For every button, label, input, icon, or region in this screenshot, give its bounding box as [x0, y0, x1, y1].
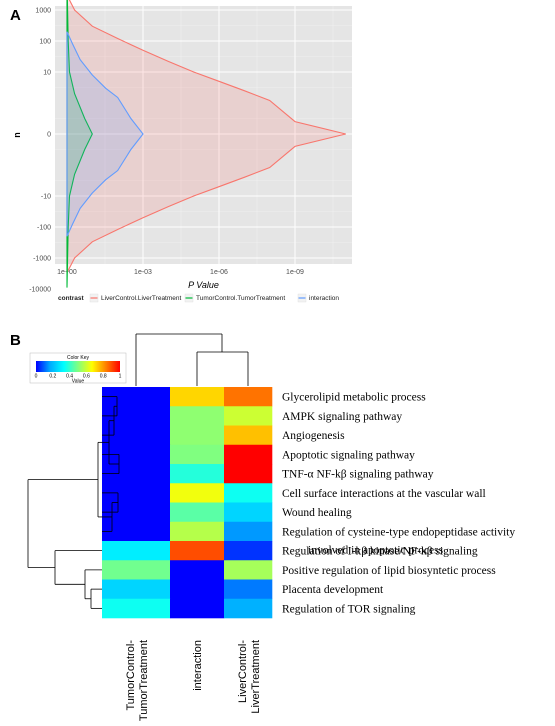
heatmap-cells — [102, 387, 273, 619]
row-label: Placenta development — [282, 584, 384, 596]
legend: contrast LiverControl.LiverTreatment Tumor… — [58, 293, 339, 303]
series-area-tumorcontrol-tumortreatment — [66, 0, 93, 288]
row-label-continued: involved in apoptotic process — [308, 544, 444, 556]
series-area-interaction — [66, 31, 144, 237]
row-label: Wound healing — [282, 507, 352, 519]
x-tick-label: 1e-03 — [134, 269, 152, 276]
heatmap-cell — [102, 560, 171, 580]
dendrograms — [27, 333, 249, 609]
heatmap-cell — [170, 521, 225, 542]
y-tick-label: 0 — [47, 132, 51, 139]
column-labels: TumorControl-TumorTreatment interaction Li… — [125, 640, 262, 721]
color-key-tick: 0.8 — [100, 374, 107, 380]
panel-a-letter: A — [10, 7, 21, 24]
row-label: Regulation of I-kβ kinase/NF-kβ signalin… — [282, 546, 478, 558]
row-labels: Glycerolipid metabolic process AMPK signa… — [282, 392, 515, 616]
color-key: Color Key 0 0.2 0.4 0.6 0.8 1 Value — [29, 352, 127, 385]
color-key-tick: 0 — [35, 374, 38, 380]
row-label: Cell surface interactions at the vascula… — [282, 488, 486, 500]
heatmap-cell — [102, 387, 171, 407]
heatmap-cell — [170, 598, 225, 619]
legend-entry: TumorControl.TumorTreatment — [196, 295, 285, 302]
panel-a-density-plot: 1e+001e-031e-061e-09100001000100100-10-1… — [12, 0, 352, 303]
x-tick-label: 1e-06 — [210, 269, 228, 276]
heatmap-cell — [170, 425, 225, 446]
heatmap-cell — [224, 598, 273, 619]
y-tick-label: 1000 — [35, 8, 51, 15]
heatmap-cell — [102, 502, 171, 523]
heatmap-cell — [224, 444, 273, 465]
color-key-tick: 0.2 — [49, 374, 56, 380]
y-axis-title: n — [12, 132, 22, 138]
panel-b-heatmap: Color Key 0 0.2 0.4 0.6 0.8 1 Value Glycerolipid… — [27, 333, 515, 721]
heatmap-cell — [170, 541, 225, 561]
y-tick-label: -10000 — [29, 287, 51, 294]
color-key-value-label: Value — [72, 379, 85, 385]
heatmap-cell — [102, 521, 171, 542]
heatmap-cell — [102, 598, 171, 619]
y-tick-label: -100 — [37, 225, 51, 232]
column-label: TumorControl-TumorTreatment — [125, 640, 150, 721]
color-key-tick: 0.4 — [66, 374, 73, 380]
heatmap-cell — [170, 444, 225, 465]
row-label: AMPK signaling pathway — [282, 411, 402, 423]
heatmap-cell — [102, 425, 171, 446]
plot-background — [55, 6, 352, 264]
legend-title: contrast — [58, 295, 84, 302]
row-label: TNF-α NF-kβ signaling pathway — [282, 469, 434, 481]
heatmap-cell — [224, 406, 273, 426]
legend-entry: LiverControl.LiverTreatment — [101, 295, 182, 302]
heatmap-cell — [170, 406, 225, 426]
row-label: Regulation of cysteine-type endopeptidas… — [282, 526, 515, 538]
column-label: LiverControl-LiverTreatment — [237, 640, 262, 714]
y-tick-label: 100 — [39, 39, 51, 46]
y-tick-label: -10 — [41, 194, 51, 201]
x-tick-label: 1e-09 — [286, 269, 304, 276]
color-key-tick: 1 — [119, 374, 122, 380]
row-label: Apoptotic signaling pathway — [282, 449, 415, 461]
heatmap-cell — [224, 387, 273, 407]
row-label: Positive regulation of lipid biosyntetic… — [282, 565, 496, 577]
heatmap-cell — [170, 502, 225, 523]
heatmap-cell — [224, 502, 273, 523]
heatmap-cell — [224, 521, 273, 542]
heatmap-cell — [224, 464, 273, 484]
heatmap-cell — [224, 425, 273, 446]
y-tick-label: -1000 — [33, 256, 51, 263]
heatmap-cell — [170, 387, 225, 407]
heatmap-cell — [102, 579, 171, 600]
color-key-tick: 0.6 — [83, 374, 90, 380]
row-label: Angiogenesis — [282, 430, 345, 442]
column-label: interaction — [192, 640, 204, 691]
x-axis-title: P Value — [188, 280, 219, 290]
heatmap-cell — [102, 406, 171, 426]
heatmap-cell — [102, 483, 171, 503]
heatmap-cell — [224, 483, 273, 503]
panel-b-letter: B — [10, 332, 21, 349]
series-area-livercontrol-livertreatment — [66, 0, 346, 274]
row-label: Regulation of TOR signaling — [282, 603, 416, 615]
color-key-gradient — [36, 361, 120, 372]
color-key-title: Color Key — [67, 355, 89, 361]
heatmap-cell — [224, 579, 273, 600]
heatmap-cell — [102, 541, 171, 561]
y-tick-label: 10 — [43, 70, 51, 77]
heatmap-cell — [170, 560, 225, 580]
heatmap-cell — [170, 483, 225, 503]
row-label: Glycerolipid metabolic process — [282, 392, 426, 404]
heatmap-cell — [224, 560, 273, 580]
heatmap-cell — [170, 464, 225, 484]
heatmap-cell — [224, 541, 273, 561]
legend-entry: interaction — [309, 295, 339, 302]
heatmap-cell — [170, 579, 225, 600]
